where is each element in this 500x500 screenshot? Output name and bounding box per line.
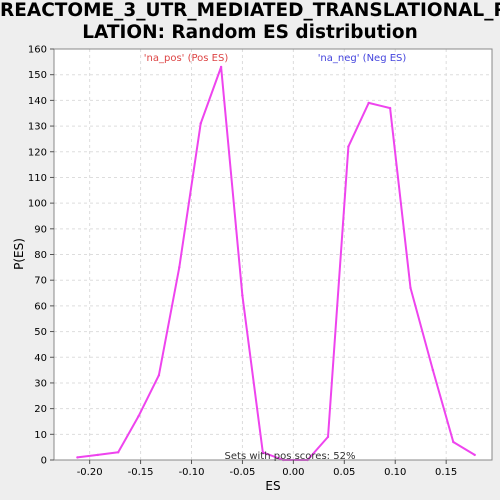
x-tick-label: -0.10 <box>179 467 205 478</box>
x-tick-label: -0.05 <box>230 467 256 478</box>
data-point <box>367 101 370 105</box>
y-tick-label: 100 <box>28 199 47 210</box>
y-tick-label: 40 <box>34 353 47 364</box>
y-tick-label: 110 <box>28 173 47 184</box>
gridlines <box>54 49 492 460</box>
x-tick-label: 0.10 <box>384 467 406 478</box>
y-tick-label: 30 <box>34 378 47 389</box>
x-tick-label: 0.15 <box>435 467 457 478</box>
x-tick-label: -0.15 <box>128 467 154 478</box>
data-point <box>241 294 244 297</box>
neg-es-label: 'na_neg' (Neg ES) <box>318 53 407 64</box>
data-point <box>199 122 202 125</box>
data-point <box>473 453 476 457</box>
data-point <box>347 145 350 148</box>
y-axis: 0 10 20 30 40 50 60 70 80 90 100 110 120 130 140 150 160 <box>28 45 54 467</box>
y-tick-label: 20 <box>34 404 47 415</box>
y-tick-label: 120 <box>28 147 47 158</box>
data-point <box>76 456 79 459</box>
data-point <box>137 415 140 418</box>
x-tick-label: -0.20 <box>77 467 103 478</box>
series-layer <box>76 65 476 462</box>
data-point <box>431 368 435 372</box>
y-axis-label: P(ES) <box>12 238 26 270</box>
data-point <box>178 266 181 269</box>
data-point <box>388 106 392 110</box>
y-tick-label: 10 <box>34 430 47 441</box>
pos-es-label: 'na_pos' (Pos ES) <box>144 53 229 64</box>
y-tick-label: 140 <box>28 96 47 107</box>
y-tick-label: 50 <box>34 327 47 338</box>
data-point <box>261 451 264 454</box>
data-point <box>219 65 223 69</box>
x-axis: -0.20 -0.15 -0.10 -0.05 0.00 0.05 0.10 0.15 <box>77 460 457 478</box>
data-point <box>157 374 161 377</box>
y-tick-label: 150 <box>28 70 47 81</box>
x-tick-label: 0.00 <box>282 467 304 478</box>
data-point <box>96 453 100 457</box>
y-tick-label: 130 <box>28 122 47 133</box>
y-tick-label: 160 <box>28 45 47 56</box>
y-tick-label: 60 <box>34 301 47 312</box>
data-point <box>452 440 455 444</box>
chart-title: REACTOME_3_UTR_MEDIATED_TRANSLATIONAL_RE… <box>0 0 500 44</box>
y-tick-label: 90 <box>34 224 47 235</box>
chart-title-line-2: LATION: Random ES distribution <box>82 22 418 43</box>
data-point <box>409 286 412 290</box>
data-point <box>117 451 120 454</box>
y-tick-label: 0 <box>41 456 47 467</box>
x-axis-label: ES <box>265 479 280 493</box>
pos-scores-footer: Sets with pos scores: 52% <box>225 451 356 462</box>
y-tick-label: 70 <box>34 276 47 287</box>
x-tick-label: 0.05 <box>333 467 355 478</box>
data-point <box>326 435 330 439</box>
series-line <box>77 66 476 461</box>
y-tick-label: 80 <box>34 250 47 261</box>
chart-title-line-1: REACTOME_3_UTR_MEDIATED_TRANSLATIONAL_RE… <box>0 0 500 21</box>
